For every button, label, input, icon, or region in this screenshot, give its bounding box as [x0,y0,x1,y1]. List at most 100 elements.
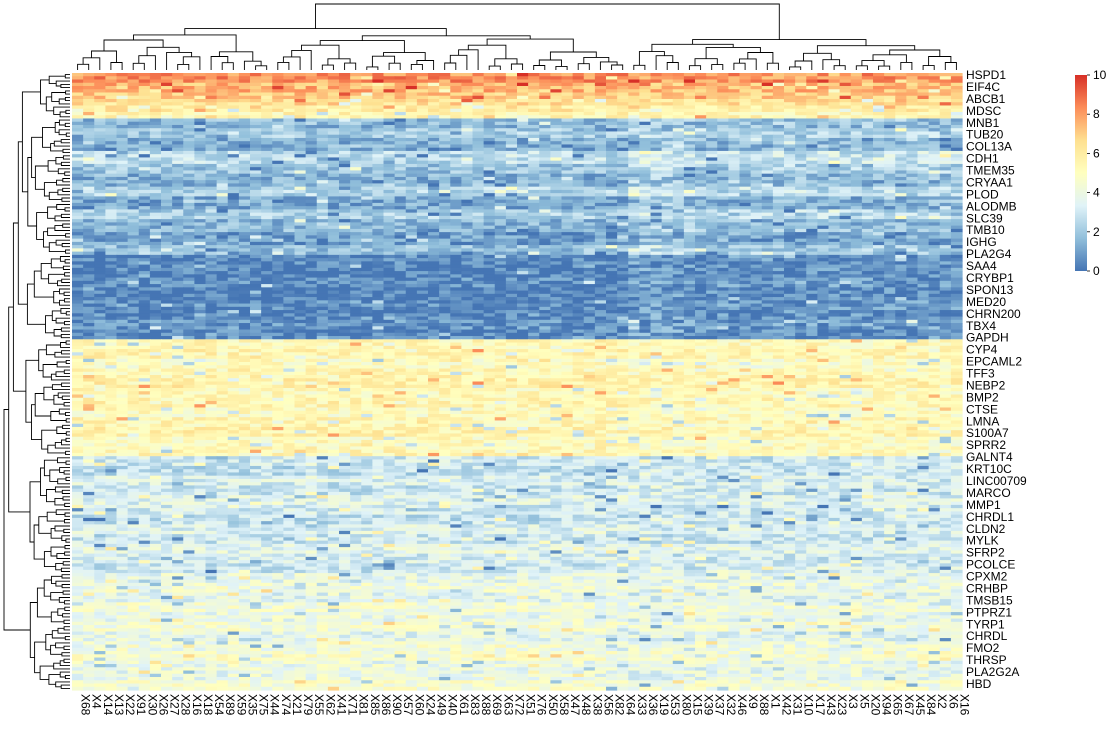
heatmap-cell [550,134,563,139]
heatmap-cell [717,163,729,168]
heatmap-cell [283,85,296,90]
heatmap-cell [439,92,451,97]
heatmap-cell [861,108,874,113]
heatmap-cell [895,141,907,146]
heatmap-cell [450,144,462,149]
heatmap-cell [405,105,418,110]
heatmap-cell [238,144,251,149]
heatmap-cell [250,167,262,172]
heatmap-cell [183,186,195,191]
heatmap-cell [394,180,407,185]
heatmap-cell [795,115,807,120]
row-dendrogram-branch [8,306,30,513]
row-dendrogram-branch [62,178,70,183]
heatmap-cell [606,183,618,188]
heatmap-cell [394,160,407,165]
heatmap-cell [873,128,885,133]
heatmap-cell [361,170,373,175]
heatmap-cell [149,79,162,84]
heatmap-cell [327,167,340,172]
heatmap-cell [873,118,885,123]
heatmap-cell [194,134,207,139]
heatmap-cell [728,147,741,152]
heatmap-cell [238,176,251,181]
heatmap-cell [739,157,752,162]
heatmap-cell [294,102,307,107]
heatmap-cell [327,134,340,139]
heatmap-cell [450,82,462,87]
heatmap-cell [250,98,262,103]
heatmap-cell [483,180,496,185]
heatmap-cell [639,180,652,185]
heatmap-cell [94,186,106,191]
heatmap-cell [350,118,362,123]
row-dendrogram-branch [47,227,66,236]
heatmap-cell [105,134,118,139]
heatmap-cell [394,141,407,146]
heatmap-cell [327,76,340,81]
heatmap-cell [795,183,807,188]
heatmap-cell [339,193,351,197]
heatmap-cell [661,163,674,168]
heatmap-cell [517,150,529,155]
heatmap-cell [450,163,462,168]
heatmap-cell [828,137,841,142]
heatmap-cell [238,154,251,159]
heatmap-cell [383,105,396,110]
heatmap-cell [72,82,84,87]
heatmap-cell [806,173,818,178]
heatmap-cell [939,170,952,175]
heatmap-cell [194,92,207,97]
heatmap-cell [594,105,607,110]
row-dendrogram-branch [64,207,70,212]
heatmap-cell [750,134,763,139]
heatmap-cell [873,173,885,178]
heatmap-cell [594,79,607,84]
heatmap-cell [895,118,907,123]
heatmap-cell [739,147,752,152]
heatmap-cell [94,157,106,162]
heatmap-cell [483,115,496,120]
heatmap-cell [472,121,485,126]
heatmap-cell [127,128,140,133]
heatmap-cell [505,79,518,84]
heatmap-cell [639,150,652,155]
heatmap-cell [149,163,162,168]
heatmap-cell [83,176,95,181]
row-dendrogram-branch [50,644,62,655]
heatmap-cell [717,124,729,129]
heatmap-cell [361,163,373,168]
heatmap-cell [539,118,551,123]
heatmap-cell [639,154,652,159]
heatmap-cell [750,131,763,136]
heatmap-cell [316,170,329,175]
heatmap-cell [283,105,296,110]
heatmap-cell [172,98,184,103]
heatmap-cell [461,134,474,139]
heatmap-cell [350,124,362,129]
heatmap-cell [628,154,640,159]
heatmap-cell [461,95,474,100]
heatmap-cell [606,121,618,126]
heatmap-cell [795,131,807,136]
heatmap-cell [583,176,596,181]
heatmap-cell [72,144,84,149]
heatmap-cell [428,102,440,107]
heatmap-cell [728,144,741,149]
heatmap-cell [873,79,885,84]
heatmap-cell [472,108,485,113]
heatmap-cell [828,176,841,181]
heatmap-cell [728,128,741,133]
heatmap-cell [884,108,896,113]
heatmap-cell [194,154,207,159]
heatmap-cell [539,144,551,149]
heatmap-cell [83,173,95,178]
heatmap-cell [795,170,807,175]
heatmap-cell [895,134,907,139]
heatmap-cell [617,141,629,146]
heatmap-cell [695,102,707,107]
heatmap-cell [617,105,629,110]
heatmap-cell [105,167,118,172]
heatmap-cell [906,121,919,126]
heatmap-cell [138,105,151,110]
